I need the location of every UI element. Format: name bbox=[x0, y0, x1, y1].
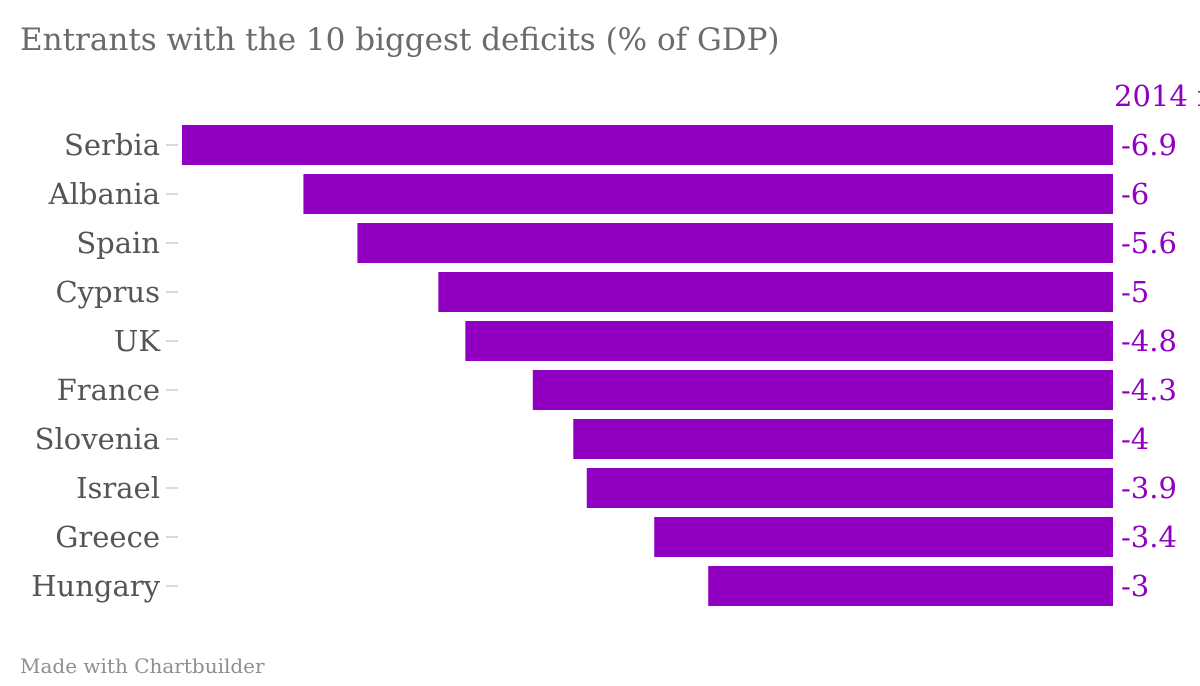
category-label: Hungary bbox=[31, 569, 160, 603]
data-label: -4.3 bbox=[1121, 373, 1177, 407]
category-label: Greece bbox=[55, 520, 160, 554]
chart-title: Entrants with the 10 biggest deficits (%… bbox=[20, 22, 780, 58]
category-label: France bbox=[57, 373, 160, 407]
bar bbox=[438, 272, 1113, 312]
bar bbox=[303, 174, 1113, 214]
bar bbox=[357, 223, 1113, 263]
data-label: -4.8 bbox=[1121, 324, 1177, 358]
data-label: -3.9 bbox=[1121, 471, 1177, 505]
category-label: Israel bbox=[76, 471, 160, 505]
data-label: -3 bbox=[1121, 569, 1149, 603]
bar bbox=[708, 566, 1113, 606]
category-label: Spain bbox=[76, 226, 160, 260]
data-label: -6.9 bbox=[1121, 128, 1177, 162]
data-label: -4 bbox=[1121, 422, 1149, 456]
category-label: Cyprus bbox=[55, 275, 160, 309]
bar bbox=[532, 370, 1113, 410]
bar bbox=[654, 517, 1113, 557]
data-label: -5.6 bbox=[1121, 226, 1177, 260]
data-label: -6 bbox=[1121, 177, 1149, 211]
legend-series-name: 2014 f bbox=[1114, 79, 1200, 113]
category-label: Albania bbox=[48, 177, 160, 211]
data-label: -3.4 bbox=[1121, 520, 1177, 554]
category-label: UK bbox=[114, 324, 161, 358]
bar bbox=[465, 321, 1114, 361]
data-label: -5 bbox=[1121, 275, 1149, 309]
bars-group: 2014 f Serbia -6.9 Albania -6 Spain -5.6 Cyprus… bbox=[31, 79, 1200, 606]
bar bbox=[573, 419, 1113, 459]
bar bbox=[181, 125, 1114, 165]
category-label: Slovenia bbox=[35, 422, 160, 456]
chartbuilder-credit: Made with Chartbuilder bbox=[20, 654, 265, 678]
bar bbox=[586, 468, 1113, 508]
category-label: Serbia bbox=[64, 128, 160, 162]
